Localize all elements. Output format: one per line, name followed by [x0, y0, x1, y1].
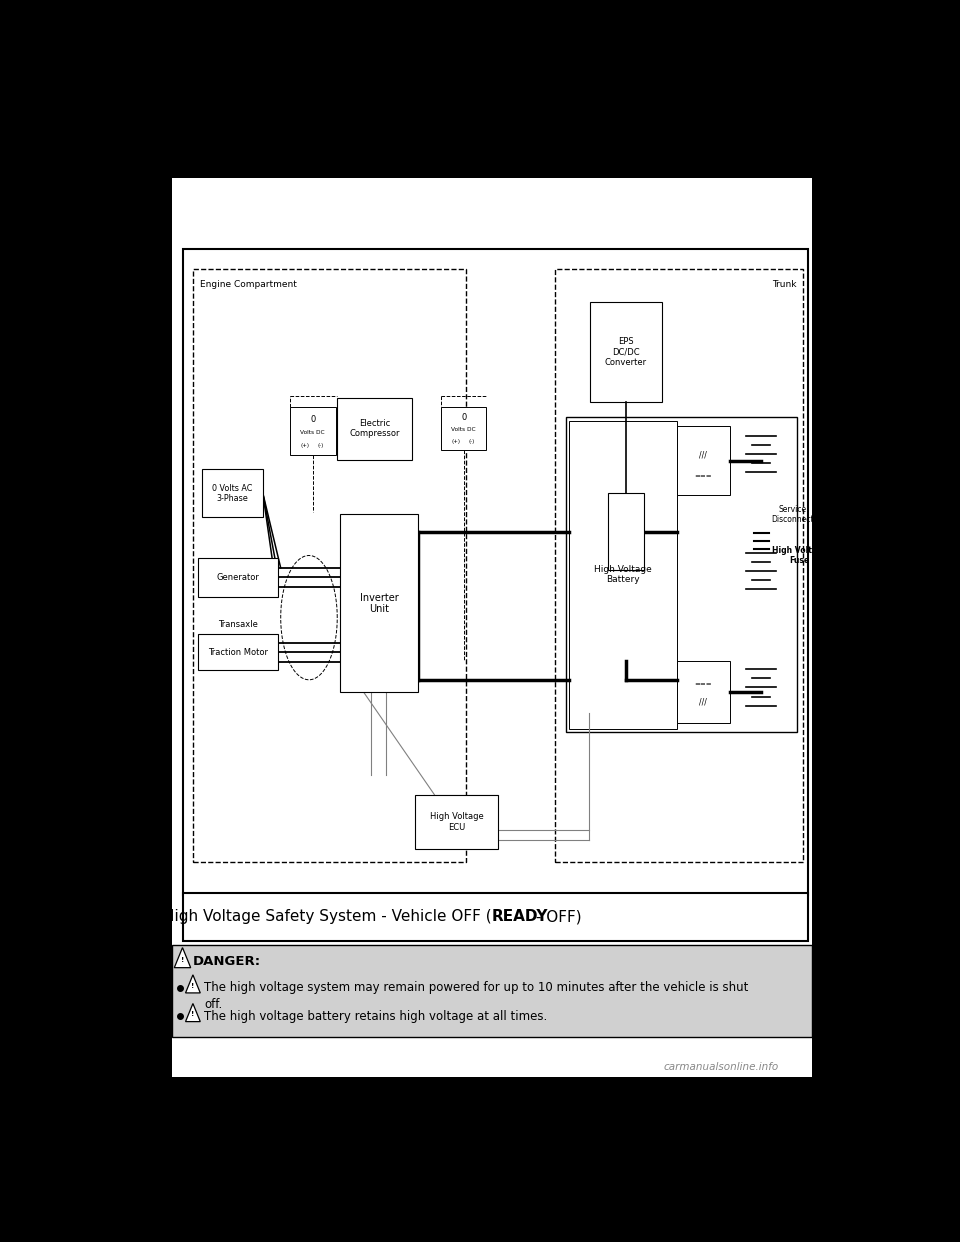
Text: (+): (+)	[300, 443, 310, 448]
Bar	[202, 469, 263, 517]
Text: Volts DC: Volts DC	[451, 427, 476, 432]
Polygon shape	[175, 948, 191, 968]
Text: Volts DC: Volts DC	[300, 430, 325, 435]
Text: High Voltage
Battery: High Voltage Battery	[594, 565, 652, 584]
Text: Transaxle: Transaxle	[218, 620, 258, 628]
Text: Inverter
Unit: Inverter Unit	[360, 592, 398, 614]
Text: Generator: Generator	[217, 573, 260, 582]
Text: !: !	[191, 982, 195, 989]
Text: (-): (-)	[468, 440, 474, 445]
Text: Engine Compartment: Engine Compartment	[201, 279, 298, 289]
Bar	[677, 426, 730, 496]
Bar	[566, 417, 797, 733]
Bar	[198, 559, 278, 596]
Text: ===: ===	[694, 473, 712, 479]
Bar	[677, 661, 730, 723]
Bar	[416, 795, 498, 850]
Text: High Voltage Safety System - Vehicle OFF (: High Voltage Safety System - Vehicle OFF…	[163, 909, 492, 924]
Bar	[172, 945, 812, 1037]
Bar	[569, 421, 677, 729]
Polygon shape	[185, 975, 201, 992]
Text: DANGER:: DANGER:	[193, 955, 261, 969]
Bar	[193, 268, 466, 862]
Text: The high voltage system may remain powered for up to 10 minutes after the vehicl: The high voltage system may remain power…	[204, 981, 749, 995]
Polygon shape	[185, 1004, 201, 1022]
Bar	[183, 893, 808, 941]
Bar	[555, 268, 803, 862]
Text: 0: 0	[310, 415, 315, 425]
Text: Electric
Compressor: Electric Compressor	[349, 419, 399, 438]
Bar	[198, 633, 278, 671]
Bar	[183, 250, 808, 895]
Text: The high voltage battery retains high voltage at all times.: The high voltage battery retains high vo…	[204, 1010, 547, 1023]
Text: off.: off.	[204, 999, 223, 1011]
Text: carmanualsonline.info: carmanualsonline.info	[663, 1062, 779, 1072]
Text: Trunk: Trunk	[773, 279, 797, 289]
Text: 0 Volts AC
3-Phase: 0 Volts AC 3-Phase	[212, 483, 252, 503]
Bar	[290, 407, 336, 455]
Text: Traction Motor: Traction Motor	[208, 647, 268, 657]
Bar	[340, 514, 418, 692]
Text: High Voltage
Fuse: High Voltage Fuse	[772, 545, 828, 565]
Bar	[337, 397, 412, 460]
Text: ///: ///	[699, 697, 708, 707]
Text: (-): (-)	[317, 443, 324, 448]
Text: ///: ///	[699, 451, 708, 460]
Text: High Voltage
ECU: High Voltage ECU	[430, 812, 484, 832]
Text: READY: READY	[492, 909, 548, 924]
Text: EPS
DC/DC
Converter: EPS DC/DC Converter	[605, 338, 647, 368]
Bar	[442, 407, 486, 451]
Text: ===: ===	[694, 682, 712, 688]
Text: !: !	[180, 956, 184, 963]
Text: !: !	[191, 1011, 195, 1017]
Bar	[172, 178, 812, 1077]
Text: (+): (+)	[452, 440, 461, 445]
Bar	[608, 493, 644, 570]
Text: - OFF): - OFF)	[531, 909, 582, 924]
Text: 0: 0	[461, 414, 467, 422]
Bar	[590, 302, 661, 402]
Text: Service
Disconnect: Service Disconnect	[772, 504, 814, 524]
